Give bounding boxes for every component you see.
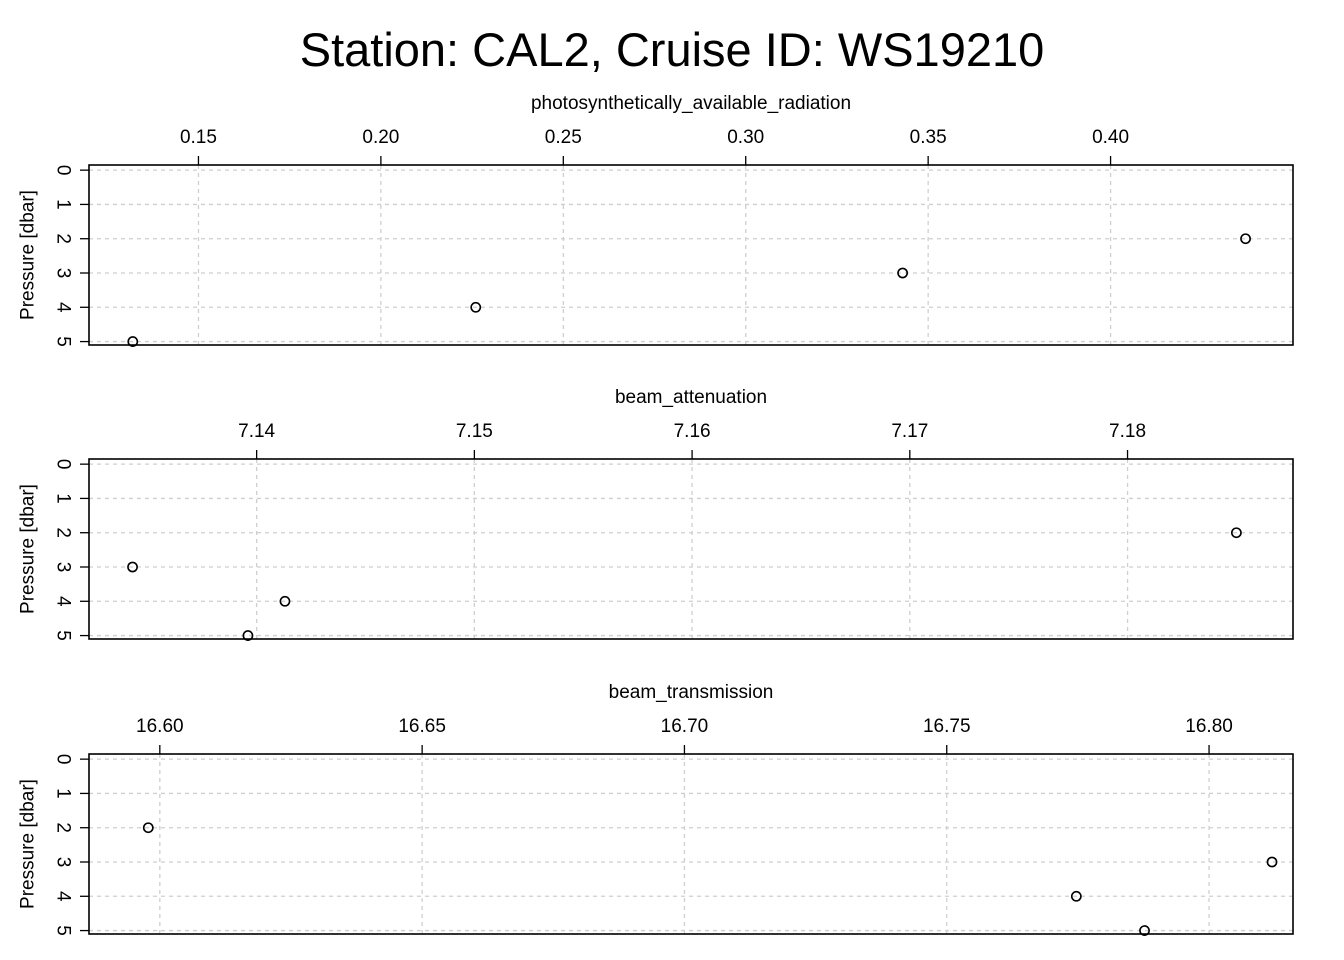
y-axis-title: Pressure [dbar] xyxy=(18,484,39,614)
data-point xyxy=(142,822,154,834)
data-point xyxy=(127,336,139,347)
plot-frame xyxy=(88,753,1294,935)
data-point xyxy=(1230,527,1242,539)
x-tick-label: 16.80 xyxy=(1185,716,1233,737)
x-tick-label: 7.18 xyxy=(1109,421,1146,442)
y-tick-label: 3 xyxy=(53,857,74,868)
x-tick-label: 0.25 xyxy=(545,127,582,148)
y-tick-label: 3 xyxy=(53,562,74,573)
x-tick-label: 7.16 xyxy=(674,421,711,442)
x-tick-label: 0.35 xyxy=(910,127,947,148)
x-tick-label: 16.75 xyxy=(923,716,971,737)
x-tick-label: 7.15 xyxy=(456,421,493,442)
plot-frame xyxy=(88,458,1294,640)
x-tick-label: 0.30 xyxy=(727,127,764,148)
y-axis-title: Pressure [dbar] xyxy=(18,190,39,320)
data-point xyxy=(279,595,291,607)
y-tick-label: 2 xyxy=(53,233,74,244)
y-tick-label: 4 xyxy=(53,596,74,607)
plot-frame xyxy=(88,164,1294,346)
x-tick-label: 0.40 xyxy=(1092,127,1129,148)
y-tick-label: 0 xyxy=(53,165,74,176)
x-tick-label: 0.20 xyxy=(362,127,399,148)
y-tick-label: 4 xyxy=(53,302,74,313)
data-point xyxy=(242,630,254,641)
chart-title: Station: CAL2, Cruise ID: WS19210 xyxy=(299,23,1045,76)
y-tick-label: 1 xyxy=(53,199,74,210)
x-axis-title: beam_attenuation xyxy=(615,387,767,408)
x-tick-label: 7.14 xyxy=(238,421,275,442)
y-tick-label: 3 xyxy=(53,268,74,279)
y-tick-label: 2 xyxy=(53,822,74,833)
x-tick-label: 16.65 xyxy=(398,716,446,737)
data-point xyxy=(897,267,909,279)
data-point xyxy=(1070,890,1082,902)
x-tick-label: 16.60 xyxy=(136,716,184,737)
x-tick-label: 16.70 xyxy=(661,716,709,737)
y-tick-label: 1 xyxy=(53,493,74,504)
data-point xyxy=(1139,925,1150,936)
data-point xyxy=(127,561,138,573)
data-point xyxy=(470,301,482,313)
y-tick-label: 5 xyxy=(53,336,74,347)
y-tick-label: 0 xyxy=(53,754,74,765)
y-tick-label: 2 xyxy=(53,527,74,538)
y-tick-label: 1 xyxy=(53,788,74,799)
y-tick-label: 5 xyxy=(53,925,74,936)
x-axis-title: beam_transmission xyxy=(609,682,774,703)
y-axis-title: Pressure [dbar] xyxy=(18,779,39,909)
y-tick-label: 4 xyxy=(53,891,74,902)
y-tick-label: 0 xyxy=(53,459,74,470)
y-tick-label: 5 xyxy=(53,630,74,641)
data-point xyxy=(1266,856,1278,868)
x-tick-label: 7.17 xyxy=(891,421,928,442)
x-tick-label: 0.15 xyxy=(180,127,217,148)
data-point xyxy=(1240,233,1251,245)
x-axis-title: photosynthetically_available_radiation xyxy=(531,93,851,114)
